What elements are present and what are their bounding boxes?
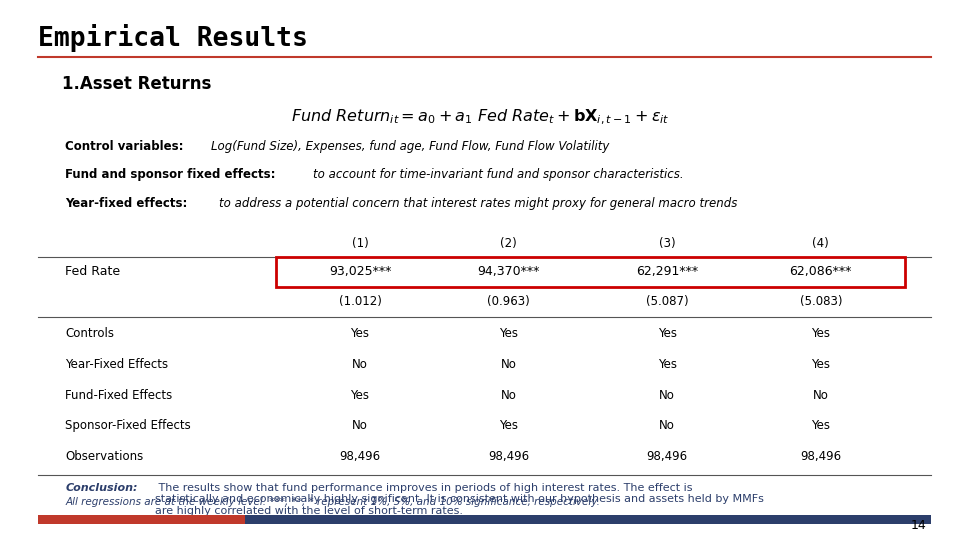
Text: Yes: Yes	[350, 327, 370, 340]
Text: 98,496: 98,496	[489, 450, 529, 463]
Text: $\mathit{Fund\ Return}_{it} = a_0 + a_1\ \mathit{Fed\ Rate}_t + \mathbf{b}\mathb: $\mathit{Fund\ Return}_{it} = a_0 + a_1\…	[291, 108, 669, 127]
Text: Yes: Yes	[811, 357, 830, 371]
Text: Fed Rate: Fed Rate	[65, 265, 120, 279]
Text: Yes: Yes	[658, 357, 677, 371]
Text: Conclusion:: Conclusion:	[65, 483, 138, 493]
Text: No: No	[660, 419, 675, 433]
Text: (5.087): (5.087)	[646, 295, 688, 308]
Text: Yes: Yes	[658, 327, 677, 340]
Text: No: No	[352, 357, 368, 371]
Text: Yes: Yes	[499, 419, 518, 433]
Text: The results show that fund performance improves in periods of high interest rate: The results show that fund performance i…	[155, 483, 763, 516]
Text: 94,370***: 94,370***	[478, 265, 540, 279]
Text: Year-Fixed Effects: Year-Fixed Effects	[65, 357, 168, 371]
Text: (1.012): (1.012)	[339, 295, 381, 308]
Text: Controls: Controls	[65, 327, 114, 340]
Text: No: No	[660, 388, 675, 402]
Text: 14: 14	[911, 519, 926, 532]
Text: All regressions are at the weekly level. ***, **, * represent 1%, 5%, and 10% si: All regressions are at the weekly level.…	[65, 497, 600, 507]
Text: to account for time-invariant fund and sponsor characteristics.: to account for time-invariant fund and s…	[313, 168, 684, 181]
Text: Yes: Yes	[350, 388, 370, 402]
Text: (0.963): (0.963)	[488, 295, 530, 308]
Text: Sponsor-Fixed Effects: Sponsor-Fixed Effects	[65, 419, 191, 433]
Bar	[276, 256, 905, 287]
Text: (3): (3)	[659, 237, 676, 250]
Text: 98,496: 98,496	[340, 450, 380, 463]
Text: Yes: Yes	[811, 327, 830, 340]
Text: Empirical Results: Empirical Results	[38, 24, 308, 52]
Text: 98,496: 98,496	[647, 450, 687, 463]
Text: (1): (1)	[351, 237, 369, 250]
Text: Log(Fund Size), Expenses, fund age, Fund Flow, Fund Flow Volatility: Log(Fund Size), Expenses, fund age, Fund…	[211, 140, 610, 153]
Text: 1.Asset Returns: 1.Asset Returns	[62, 75, 212, 92]
Text: Year-fixed effects:: Year-fixed effects:	[65, 197, 187, 210]
Text: No: No	[352, 419, 368, 433]
Text: 93,025***: 93,025***	[329, 265, 391, 279]
Text: (2): (2)	[500, 237, 517, 250]
Text: (4): (4)	[812, 237, 829, 250]
Bar	[38, 515, 245, 524]
Text: 98,496: 98,496	[801, 450, 841, 463]
Text: Yes: Yes	[499, 327, 518, 340]
Text: Fund-Fixed Effects: Fund-Fixed Effects	[65, 388, 173, 402]
Text: No: No	[813, 388, 828, 402]
Text: 62,291***: 62,291***	[636, 265, 698, 279]
Text: 62,086***: 62,086***	[790, 265, 852, 279]
Text: to address a potential concern that interest rates might proxy for general macro: to address a potential concern that inte…	[219, 197, 737, 210]
Text: Yes: Yes	[811, 419, 830, 433]
Text: No: No	[501, 357, 516, 371]
Text: No: No	[501, 388, 516, 402]
Text: Observations: Observations	[65, 450, 144, 463]
Text: Control variables:: Control variables:	[65, 140, 183, 153]
Bar	[245, 515, 931, 524]
Text: (5.083): (5.083)	[800, 295, 842, 308]
Text: Fund and sponsor fixed effects:: Fund and sponsor fixed effects:	[65, 168, 276, 181]
